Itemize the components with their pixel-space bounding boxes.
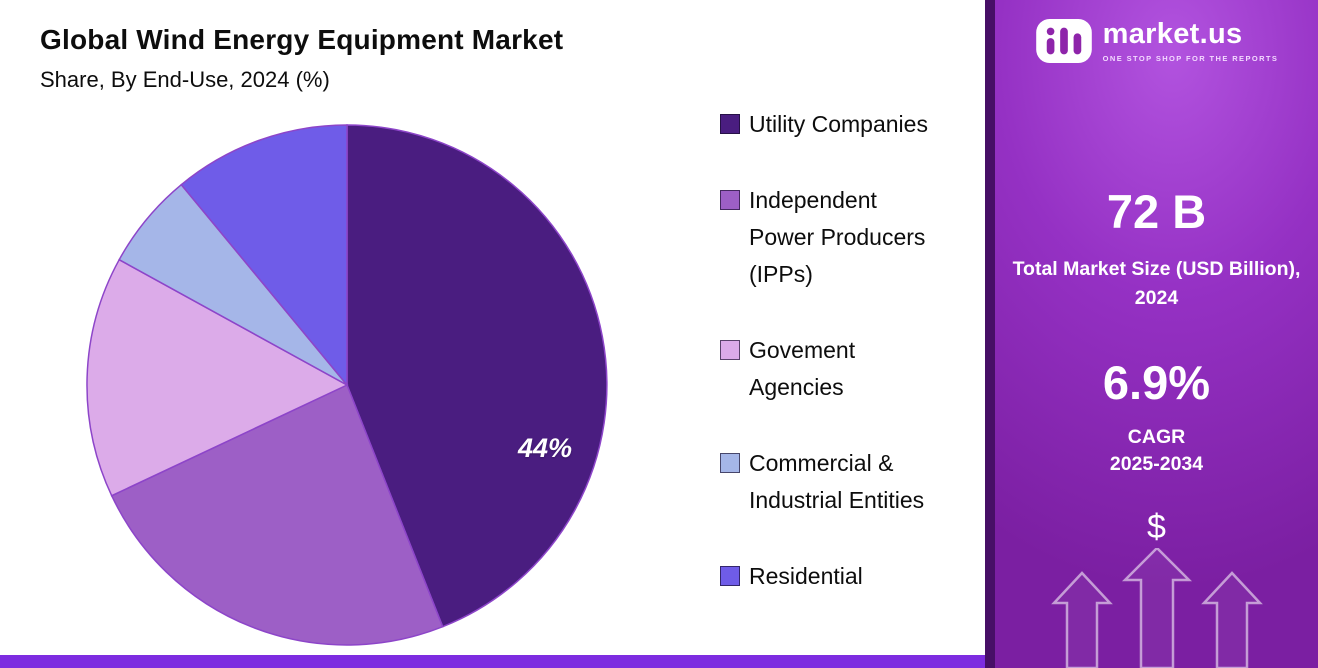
pie-slice-0 <box>346 124 608 628</box>
marketus-logo: market.us ONE STOP SHOP FOR THE REPORTS <box>995 18 1318 64</box>
legend-label: Independent Power Producers (IPPs) <box>749 187 926 287</box>
pie-data-label: 44% <box>518 433 573 463</box>
chart-header: Global Wind Energy Equipment Market Shar… <box>40 24 563 93</box>
legend-item-residential: Residential <box>720 558 982 595</box>
growth-arrows-icon <box>1050 548 1263 668</box>
legend-item-govement-agencies: Govement Agencies <box>720 332 982 406</box>
legend-swatch <box>720 190 740 210</box>
legend-swatch <box>720 114 740 134</box>
marketus-logo-text: market.us <box>1102 17 1243 50</box>
pie-slice-2 <box>86 258 349 497</box>
cagr-caption: CAGR 2025-2034 <box>1109 426 1204 475</box>
chart-legend: Utility Companies Independent Power Prod… <box>720 106 982 595</box>
pie-svg <box>86 124 608 646</box>
legend-item-independent-power-producers: Independent Power Producers (IPPs) <box>720 182 982 293</box>
legend-label: Govement Agencies <box>749 337 856 400</box>
legend-label: Residential <box>749 563 863 589</box>
page-title: Global Wind Energy Equipment Market <box>40 24 564 55</box>
page-subtitle: Share, By End-Use, 2024 (%) <box>40 67 330 92</box>
brand-panel: market.us ONE STOP SHOP FOR THE REPORTS … <box>985 0 1318 668</box>
cagr-value: 6.9% <box>1102 356 1211 409</box>
marketus-logo-icon <box>1035 18 1092 64</box>
legend-item-commercial-industrial: Commercial & Industrial Entities <box>720 445 982 519</box>
legend-swatch <box>720 566 740 586</box>
legend-swatch <box>720 453 740 473</box>
pie-chart: 44% <box>83 121 611 649</box>
market-size-caption: Total Market Size (USD Billion), 2024 <box>1012 258 1301 309</box>
dollar-icon: $ <box>1147 508 1166 546</box>
legend-swatch <box>720 340 740 360</box>
marketus-logo-tagline: ONE STOP SHOP FOR THE REPORTS <box>1102 53 1279 63</box>
pie-slice-1 <box>110 383 444 646</box>
legend-item-utility-companies: Utility Companies <box>720 106 982 143</box>
legend-label: Commercial & Industrial Entities <box>749 450 925 513</box>
market-size-value: 72 B <box>1106 185 1207 238</box>
legend-label: Utility Companies <box>749 111 928 137</box>
marketus-logo-text-block: market.us ONE STOP SHOP FOR THE REPORTS <box>1102 17 1279 63</box>
bottom-accent-bar <box>0 655 987 668</box>
pie-slice-4 <box>180 124 348 388</box>
